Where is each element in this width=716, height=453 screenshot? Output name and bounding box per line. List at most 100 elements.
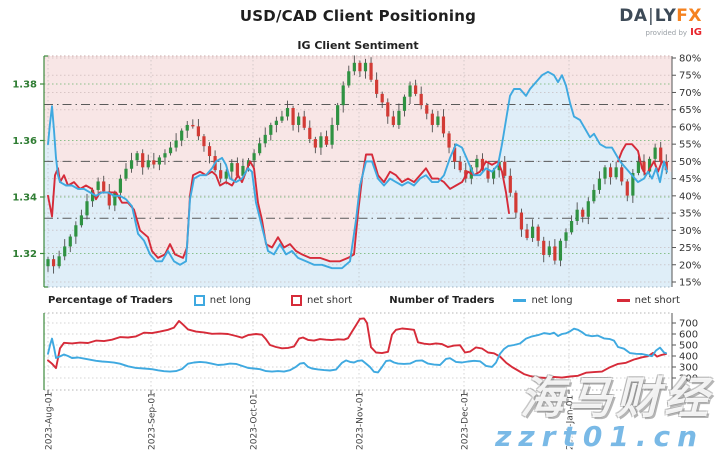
- axes-top: 1.38 1.36 1.34 1.32 80% 75% 70% 65% 60% 55% 50% 45%…: [12, 54, 701, 289]
- legend-group-percentage: Percentage of Traders: [48, 295, 173, 306]
- candle-body: [553, 246, 557, 261]
- candle-body: [274, 120, 278, 125]
- candle-body: [642, 161, 646, 172]
- candle-body: [57, 256, 61, 267]
- candle-body: [653, 147, 657, 159]
- net-long-percent-swatch: [193, 295, 205, 306]
- candle-body: [280, 116, 284, 121]
- count-tick-label: 600: [679, 330, 698, 341]
- candle-body: [235, 163, 239, 176]
- candle-body: [118, 178, 123, 193]
- candle-body: [603, 167, 607, 179]
- count-lines: [47, 317, 667, 379]
- candle-body: [369, 62, 373, 80]
- candle-body: [441, 116, 446, 134]
- candle-body: [174, 140, 178, 148]
- date-tick-label: 2023-Dec-01: [461, 392, 471, 450]
- candle-body: [525, 229, 529, 238]
- net-long-count-line: [47, 327, 667, 374]
- candle-body: [96, 181, 100, 190]
- count-tick-label: 700: [679, 319, 698, 330]
- candle-body: [79, 215, 84, 226]
- candle-body: [363, 62, 368, 72]
- count-tick-label: 400: [679, 352, 698, 363]
- percent-tick-label: 35%: [679, 209, 701, 220]
- net-short-count-label: net short: [634, 295, 680, 306]
- candle-body: [230, 163, 234, 172]
- net-long-count-label: net long: [531, 295, 573, 306]
- date-tick-label: 2024-Jan-01: [566, 395, 576, 450]
- candle-body: [207, 146, 212, 157]
- candle-body: [341, 85, 345, 106]
- candle-body: [263, 134, 267, 144]
- candle-body: [90, 189, 95, 202]
- candle-body: [168, 147, 173, 154]
- provided-by-line: provided by IG: [645, 27, 702, 38]
- chart-legend: Percentage of Traders net long net short…: [48, 293, 680, 308]
- sentiment-fills: [44, 56, 672, 287]
- candle-body: [636, 161, 641, 173]
- candle-body: [608, 167, 613, 178]
- candle-body: [386, 102, 390, 117]
- candle-body: [68, 236, 72, 247]
- candle-body: [547, 246, 551, 255]
- candle-body: [352, 62, 356, 72]
- net-short-percent-label: net short: [306, 295, 353, 306]
- candle-body: [447, 133, 451, 148]
- candle-body: [592, 189, 596, 202]
- candle-body: [313, 139, 317, 148]
- candle-body: [542, 240, 546, 255]
- dailyfx-logo: DA|LYFX provided by IG: [619, 8, 702, 38]
- candle-body: [503, 161, 507, 176]
- candle-body: [291, 108, 295, 125]
- candle-body: [458, 161, 462, 171]
- candle-body: [419, 93, 423, 106]
- percent-tick-label: 40%: [679, 191, 701, 202]
- percent-tick-label: 25%: [679, 243, 701, 254]
- candle-body: [185, 124, 189, 131]
- candle-body: [157, 157, 161, 165]
- candle-body: [453, 147, 457, 162]
- percent-tick-label: 75%: [679, 71, 701, 82]
- candle-body: [530, 226, 535, 238]
- candle-body: [269, 124, 273, 135]
- candle-body: [480, 158, 485, 171]
- candle-body: [380, 93, 384, 103]
- candle-body: [74, 225, 78, 237]
- candle-body: [508, 175, 512, 193]
- candle-body: [146, 160, 150, 168]
- candle-body: [202, 136, 206, 147]
- percent-tick-label: 20%: [679, 260, 701, 271]
- candle-body: [224, 171, 228, 179]
- percent-tick-label: 65%: [679, 105, 701, 116]
- candle-body: [241, 165, 245, 176]
- candle-body: [647, 158, 652, 172]
- net-short-percent-line: [47, 153, 510, 263]
- date-tick-label: 2023-Nov-01: [356, 392, 366, 450]
- candle-body: [625, 181, 629, 196]
- candle-body: [391, 116, 395, 125]
- ig-logo: IG: [690, 27, 702, 38]
- candle-body: [180, 130, 184, 141]
- net-short-count-line: [47, 317, 667, 379]
- candle-body: [492, 170, 496, 179]
- candle-body: [85, 201, 89, 216]
- candle-body: [163, 153, 167, 158]
- price-tick-label: 1.36: [12, 136, 37, 147]
- percent-tick-label: 80%: [679, 54, 701, 65]
- candle-body: [397, 110, 401, 125]
- percent-tick-label: 50%: [679, 157, 701, 168]
- percent-tick-label: 30%: [679, 226, 701, 237]
- candle-body: [558, 240, 563, 261]
- candle-body: [375, 79, 379, 94]
- candle-body: [586, 201, 590, 217]
- candle-body: [614, 167, 618, 178]
- candle-body: [302, 116, 306, 128]
- count-tick-label: 300: [679, 363, 698, 374]
- net-short-majority-fill: [44, 56, 672, 262]
- net-short-count-swatch: [616, 299, 630, 302]
- percent-tick-label: 60%: [679, 122, 701, 133]
